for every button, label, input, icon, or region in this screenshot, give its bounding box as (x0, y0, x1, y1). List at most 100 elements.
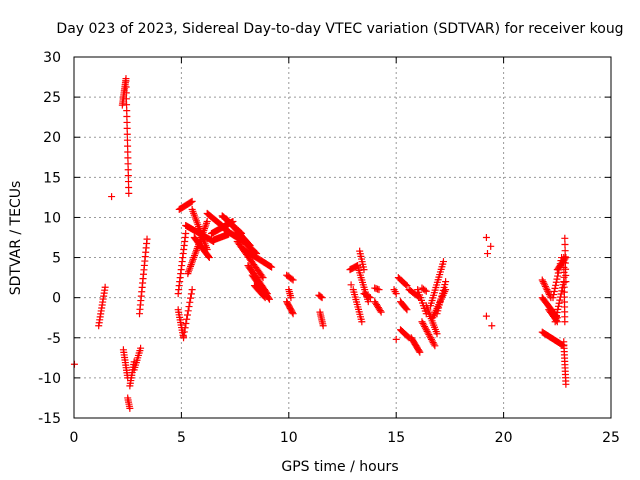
data-point (429, 339, 437, 347)
data-point (188, 197, 196, 205)
data-point (125, 189, 133, 197)
data-point (562, 271, 570, 279)
data-point (418, 318, 426, 326)
data-point (540, 279, 548, 287)
data-point (124, 142, 132, 150)
data-point (422, 287, 430, 295)
data-point (123, 118, 131, 126)
data-point (180, 332, 188, 340)
x-tick-label: 25 (602, 430, 620, 446)
data-point (562, 278, 570, 286)
data-point (553, 308, 561, 316)
data-point (108, 193, 116, 201)
x-tick-label: 15 (387, 430, 405, 446)
data-point (289, 276, 297, 284)
y-tick-label: 20 (43, 130, 61, 146)
data-point (561, 234, 569, 242)
data-point (123, 113, 131, 121)
data-point (552, 315, 560, 323)
data-point (402, 305, 410, 313)
data-point (123, 136, 131, 144)
data-point (416, 348, 424, 356)
grid (74, 57, 611, 418)
y-tick-label: 10 (43, 210, 61, 226)
data-point (561, 240, 569, 248)
y-axis-label: SDTVAR / TECUs (8, 181, 24, 296)
data-point (424, 329, 432, 337)
data-point (347, 281, 355, 289)
chart-title: Day 023 of 2023, Sidereal Day-to-day VTE… (56, 21, 623, 37)
data-point (427, 334, 435, 342)
data-point (258, 272, 266, 280)
data-point (561, 318, 569, 326)
data-point (482, 234, 490, 241)
data-point (319, 322, 327, 330)
data-point (265, 295, 273, 303)
data-point (422, 326, 430, 334)
y-tick-label: 0 (52, 291, 61, 307)
data-point (482, 312, 490, 320)
axis-tick-labels: 0 5 10 15 20 25 -15 -10 -5 0 5 10 15 20 25 30 (38, 50, 620, 446)
plot-frame (73, 56, 612, 419)
data-point (554, 272, 562, 280)
data-point (205, 254, 213, 262)
data-point (392, 335, 400, 343)
y-tick-label: -10 (38, 371, 61, 387)
data-point (101, 283, 109, 291)
data-point (553, 275, 561, 283)
data-point (403, 282, 411, 290)
data-point (360, 266, 368, 274)
data-point (376, 307, 384, 315)
data-point (541, 282, 549, 290)
data-point (421, 324, 429, 332)
data-point (561, 247, 569, 255)
data-point (544, 287, 552, 295)
data-point (203, 217, 211, 225)
data-point (187, 294, 195, 302)
data-point (123, 107, 131, 115)
data-point (123, 130, 131, 138)
data-point (442, 278, 450, 286)
data-point (425, 331, 433, 339)
data-point (562, 380, 570, 388)
data-point (539, 278, 547, 286)
axis-ticks (73, 56, 612, 419)
data-point (184, 307, 192, 315)
data-point (419, 319, 427, 327)
data-point (550, 291, 558, 299)
data-point (541, 281, 549, 289)
data-point (562, 265, 570, 273)
data-point (287, 294, 295, 302)
y-tick-label: 30 (43, 50, 61, 66)
data-point (318, 294, 326, 302)
data-point (402, 280, 410, 288)
y-tick-label: 25 (43, 90, 61, 106)
data-point (366, 294, 374, 302)
data-point (183, 311, 191, 319)
data-point (554, 302, 562, 310)
x-tick-label: 5 (177, 430, 186, 446)
y-tick-label: 5 (52, 251, 61, 267)
data-point (421, 286, 429, 294)
data-point (377, 308, 385, 316)
data-point (556, 296, 564, 304)
data-point (552, 278, 560, 286)
data-point (431, 342, 439, 350)
data-point (554, 305, 562, 313)
data-point (205, 253, 213, 260)
data-point (427, 335, 435, 343)
data-point (124, 178, 132, 186)
data-point (561, 259, 569, 267)
data-point (124, 166, 132, 174)
data-point (317, 293, 325, 301)
data-point (365, 293, 373, 301)
data-series-sdtvar (70, 75, 570, 412)
data-point (288, 308, 296, 316)
data-point (188, 286, 196, 294)
data-point (421, 323, 429, 331)
data-point (181, 324, 189, 332)
data-point (288, 275, 296, 283)
x-tick-label: 0 (70, 430, 79, 446)
x-axis-label: GPS time / hours (281, 459, 398, 475)
